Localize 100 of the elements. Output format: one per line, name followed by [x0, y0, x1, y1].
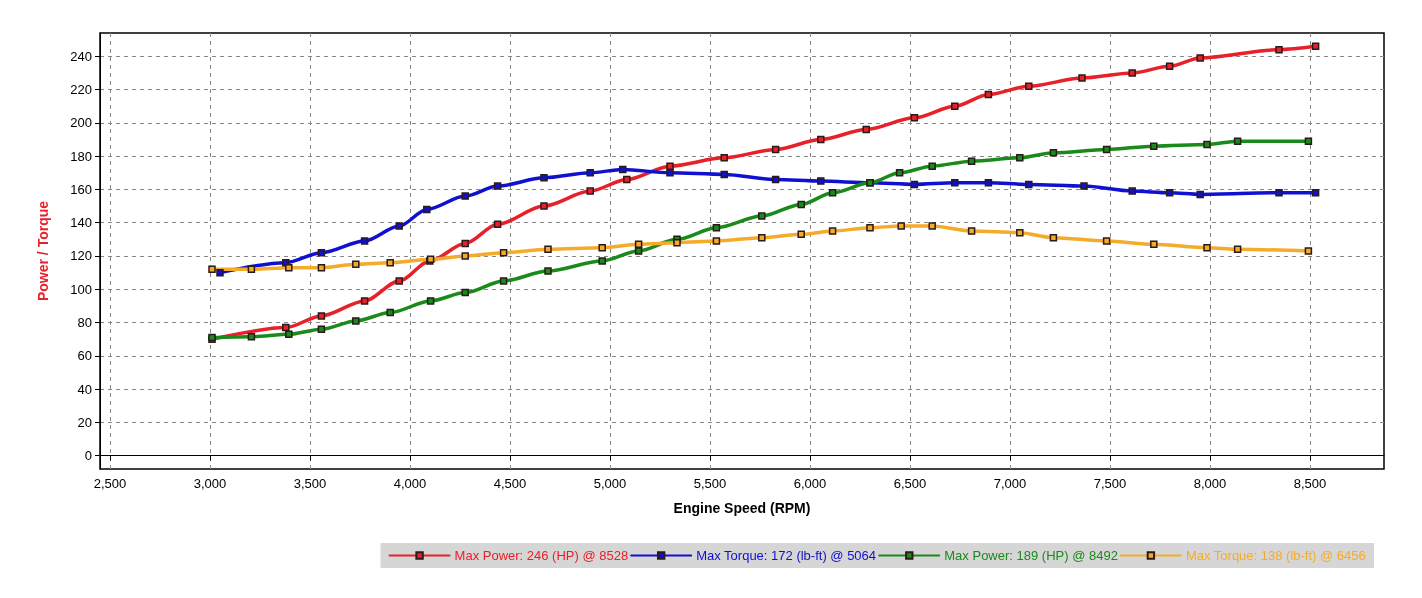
point — [423, 205, 431, 214]
point — [797, 230, 805, 239]
point — [666, 162, 674, 170]
legend-label: Max Power: 246 (HP) @ 8528 — [454, 548, 629, 563]
point — [317, 248, 326, 257]
point — [352, 317, 360, 325]
point — [395, 222, 403, 230]
y-tick-label: 60 — [77, 348, 92, 364]
point — [461, 252, 469, 260]
point — [208, 265, 216, 274]
point — [928, 222, 936, 230]
point — [544, 267, 552, 275]
point — [862, 125, 870, 134]
point — [1304, 137, 1313, 145]
point — [1150, 240, 1158, 249]
point — [910, 180, 919, 189]
point — [285, 330, 293, 338]
point — [1233, 137, 1242, 145]
point — [771, 145, 780, 154]
point — [540, 202, 548, 210]
x-tick-label: 6,500 — [893, 476, 927, 491]
point — [1165, 189, 1174, 197]
point — [910, 114, 919, 122]
legend-label: Max Torque: 172 (lb-ft) @ 5064 — [696, 548, 877, 563]
point — [317, 263, 326, 272]
point — [1203, 243, 1211, 252]
point — [1150, 142, 1158, 150]
point — [1165, 62, 1174, 71]
point — [928, 162, 936, 170]
point — [247, 332, 256, 341]
point — [712, 237, 721, 245]
point — [317, 325, 326, 333]
point — [817, 177, 825, 185]
point — [493, 182, 502, 190]
y-tick-label: 200 — [70, 115, 92, 131]
x-tick-label: 4,000 — [393, 476, 427, 491]
legend-label: Max Power: 189 (HP) @ 8492 — [944, 548, 1118, 563]
point — [951, 179, 959, 187]
point — [216, 268, 224, 277]
point — [360, 297, 369, 305]
point — [828, 227, 837, 235]
x-tick-label: 7,500 — [1093, 476, 1127, 491]
x-tick-label: 5,000 — [593, 476, 627, 491]
point — [712, 223, 721, 232]
point — [598, 243, 606, 252]
point — [386, 308, 394, 317]
point — [282, 323, 290, 332]
point — [1233, 245, 1242, 254]
x-tick-label: 3,000 — [193, 476, 227, 491]
point — [817, 135, 825, 144]
point — [771, 175, 780, 184]
point — [758, 233, 766, 242]
x-tick-label: 8,500 — [1293, 476, 1327, 491]
point — [897, 222, 905, 230]
point — [666, 169, 674, 177]
y-tick-label: 180 — [70, 148, 92, 164]
point — [1078, 74, 1086, 82]
point — [1128, 187, 1136, 195]
point — [499, 248, 508, 257]
point — [758, 212, 766, 220]
point — [461, 288, 469, 297]
point — [634, 240, 643, 249]
point — [360, 237, 369, 245]
point — [1016, 228, 1024, 237]
point — [797, 200, 805, 209]
point — [619, 165, 627, 174]
point — [461, 239, 469, 248]
point — [1016, 154, 1024, 162]
point — [386, 258, 394, 267]
x-tick-label: 7,000 — [993, 476, 1027, 491]
x-tick-label: 2,500 — [93, 476, 127, 491]
y-tick-label: 40 — [77, 381, 92, 397]
point — [426, 297, 435, 305]
point — [285, 263, 293, 272]
point — [984, 179, 993, 187]
point — [352, 260, 360, 269]
x-tick-label: 8,000 — [1193, 476, 1227, 491]
point — [1196, 54, 1204, 62]
point — [461, 192, 469, 200]
point — [828, 189, 837, 197]
x-tick-label: 4,500 — [493, 476, 527, 491]
x-tick-label: 3,500 — [293, 476, 327, 491]
y-tick-label: 120 — [70, 248, 92, 264]
legend-label: Max Torque: 138 (lb-ft) @ 6456 — [1185, 548, 1366, 563]
point — [623, 175, 631, 184]
point — [634, 247, 643, 255]
point — [1304, 247, 1313, 255]
point — [951, 102, 959, 110]
point — [984, 90, 993, 99]
point — [586, 169, 594, 177]
point — [1275, 45, 1283, 54]
point — [499, 277, 508, 285]
y-tick-label: 140 — [70, 215, 92, 231]
point — [720, 170, 728, 179]
x-axis-title: Engine Speed (RPM) — [673, 500, 811, 516]
point — [540, 174, 548, 182]
y-tick-label: 100 — [70, 281, 92, 297]
point — [247, 265, 256, 274]
point — [317, 312, 326, 320]
point — [866, 223, 874, 232]
